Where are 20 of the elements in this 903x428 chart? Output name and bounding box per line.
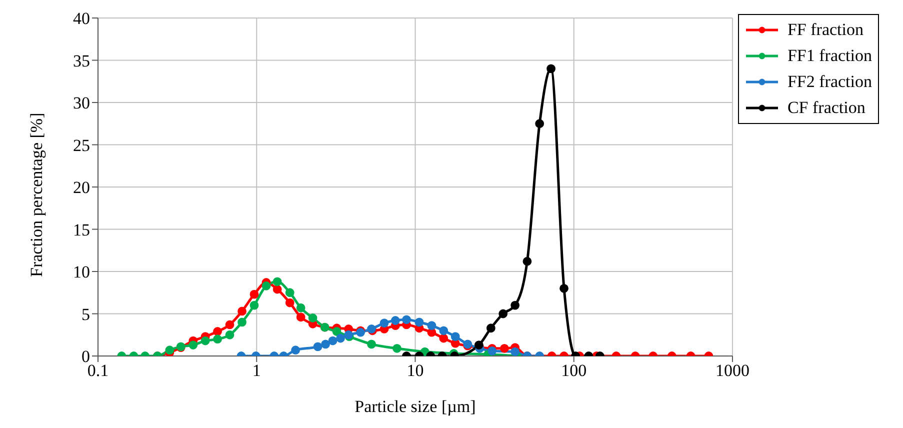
y-axis-title: Fraction percentage [%] [27, 112, 46, 277]
y-tick-label: 10 [73, 262, 90, 282]
x-axis-title: Particle size [µm] [354, 397, 476, 416]
x-tick-label: 1000 [715, 361, 750, 380]
legend-label: FF1 fraction [787, 45, 872, 67]
y-tick-label: 40 [73, 9, 90, 28]
y-tick-label: 5 [82, 304, 90, 324]
y-tick-label: 20 [73, 178, 90, 198]
y-tick-label: 35 [73, 51, 90, 70]
legend-label: FF2 fraction [787, 71, 872, 93]
y-tick-label: 15 [73, 220, 90, 240]
legend-label: FF fraction [787, 19, 864, 41]
y-tick-label: 25 [73, 136, 90, 155]
y-tick-label: 30 [73, 94, 90, 113]
x-tick-label: 0.1 [87, 361, 109, 380]
x-tick-label: 10 [406, 361, 424, 380]
y-tick-label: 0 [82, 347, 90, 366]
legend-label: CF fraction [787, 97, 866, 119]
x-tick-label: 100 [561, 361, 587, 380]
x-tick-label: 1 [252, 361, 261, 380]
